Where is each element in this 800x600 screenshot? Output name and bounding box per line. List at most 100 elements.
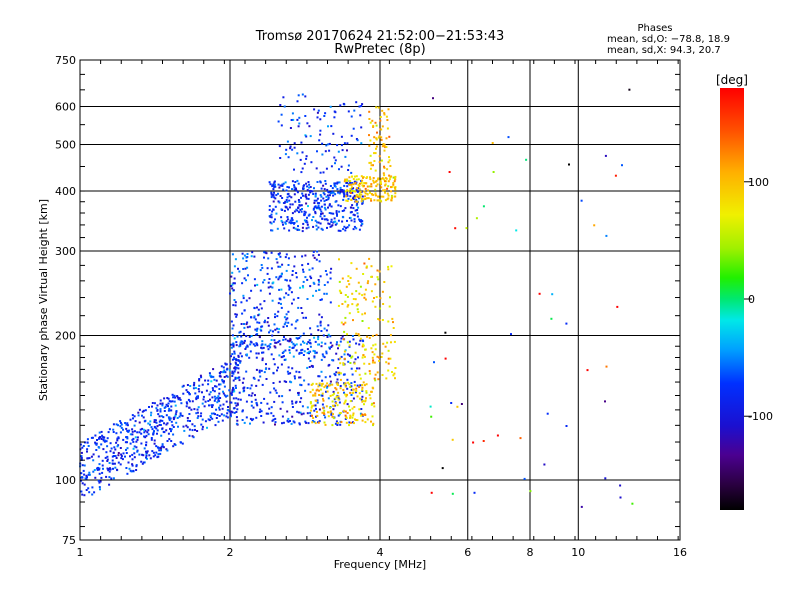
- data-point: [258, 336, 261, 339]
- data-point: [316, 202, 319, 205]
- data-point: [300, 413, 303, 416]
- x-tick-label: 1: [77, 546, 84, 559]
- data-point: [188, 413, 191, 415]
- data-point: [348, 312, 351, 315]
- data-point: [110, 477, 113, 480]
- data-point: [271, 210, 274, 213]
- data-point: [344, 349, 347, 352]
- data-point: [299, 400, 302, 403]
- data-point: [216, 401, 219, 404]
- data-point: [279, 407, 282, 410]
- data-point: [274, 341, 277, 344]
- data-point: [320, 341, 323, 344]
- data-point: [386, 187, 389, 190]
- data-point: [212, 412, 215, 415]
- data-point: [223, 369, 226, 372]
- data-point: [353, 380, 356, 383]
- data-point: [141, 453, 144, 456]
- data-point: [235, 404, 238, 407]
- data-point: [355, 175, 358, 178]
- data-point: [302, 332, 305, 335]
- data-point: [197, 406, 200, 409]
- data-point: [165, 429, 168, 432]
- data-point: [142, 416, 145, 419]
- data-point: [221, 378, 224, 381]
- data-point: [252, 343, 255, 346]
- data-point: [386, 192, 389, 195]
- data-point: [169, 427, 171, 430]
- data-point: [339, 186, 342, 189]
- data-point: [372, 179, 375, 182]
- data-point: [356, 187, 358, 190]
- data-point: [253, 307, 256, 310]
- data-point: [345, 199, 348, 202]
- data-point: [335, 395, 338, 398]
- data-point: [239, 341, 242, 344]
- data-point: [343, 382, 345, 385]
- data-point: [357, 281, 360, 284]
- data-point: [332, 212, 335, 215]
- data-point: [168, 419, 171, 422]
- data-point: [246, 321, 249, 324]
- data-point: [339, 340, 342, 343]
- data-point: [360, 182, 363, 184]
- data-point: [342, 338, 345, 341]
- data-point: [239, 361, 242, 364]
- data-point: [369, 139, 372, 142]
- data-point: [297, 306, 300, 309]
- data-point: [275, 391, 278, 394]
- data-point: [283, 316, 286, 319]
- data-point: [321, 142, 324, 145]
- data-point: [300, 204, 303, 207]
- data-point: [300, 307, 303, 309]
- data-point: [348, 283, 351, 286]
- data-point: [377, 378, 380, 381]
- data-point: [86, 457, 89, 460]
- data-point: [331, 415, 334, 418]
- data-point: [319, 171, 322, 174]
- data-point: [346, 403, 349, 406]
- data-point: [213, 395, 216, 398]
- data-point: [356, 200, 359, 203]
- data-point: [373, 152, 375, 155]
- data-point: [168, 438, 171, 441]
- data-point: [87, 487, 90, 490]
- data-point: [319, 324, 322, 327]
- data-point: [172, 418, 175, 421]
- data-point: [139, 428, 142, 431]
- data-point: [109, 442, 112, 445]
- data-point: [231, 271, 234, 274]
- data-point: [314, 212, 317, 215]
- data-point: [309, 285, 312, 288]
- data-point: [294, 227, 297, 230]
- data-point: [291, 221, 294, 224]
- data-point: [343, 142, 346, 145]
- data-point: [340, 321, 343, 324]
- data-point: [159, 452, 162, 455]
- data-point: [101, 471, 104, 474]
- data-point: [341, 335, 344, 338]
- data-point: [287, 264, 290, 266]
- data-point: [165, 448, 168, 451]
- data-point: [355, 267, 358, 270]
- data-point: [300, 349, 303, 352]
- data-point: [163, 406, 166, 409]
- data-point: [358, 392, 361, 395]
- data-point: [270, 251, 273, 254]
- data-point: [196, 430, 199, 432]
- data-point: [98, 467, 101, 470]
- data-point: [301, 192, 304, 195]
- data-point: [328, 347, 331, 350]
- data-point: [389, 296, 391, 299]
- data-point: [239, 352, 242, 355]
- data-point: [359, 114, 362, 117]
- data-point: [92, 470, 95, 473]
- data-point: [113, 446, 116, 449]
- data-point: [122, 452, 125, 455]
- data-point: [305, 155, 308, 158]
- data-point: [159, 419, 162, 422]
- data-point: [280, 219, 283, 222]
- data-point: [333, 183, 336, 186]
- data-point: [233, 367, 236, 370]
- data-point: [221, 419, 224, 422]
